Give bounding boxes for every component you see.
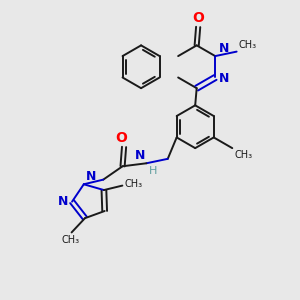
Text: O: O <box>116 131 127 146</box>
Text: CH₃: CH₃ <box>235 150 253 160</box>
Text: N: N <box>219 73 229 85</box>
Text: N: N <box>134 149 145 162</box>
Text: O: O <box>192 11 204 26</box>
Text: CH₃: CH₃ <box>61 236 79 245</box>
Text: N: N <box>86 170 97 183</box>
Text: N: N <box>58 195 68 208</box>
Text: CH₃: CH₃ <box>124 179 142 189</box>
Text: N: N <box>219 42 229 55</box>
Text: CH₃: CH₃ <box>238 40 256 50</box>
Text: H: H <box>149 166 158 176</box>
